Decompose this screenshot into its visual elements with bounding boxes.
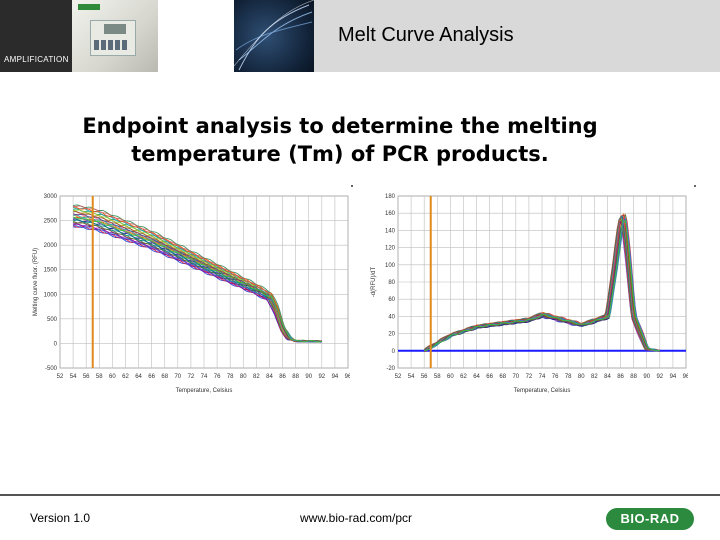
x-tick-label: 76	[552, 374, 559, 380]
bio-rad-logo: BIO-RAD	[606, 508, 694, 530]
y-axis-label: Melting curve fluor. (RFU)	[33, 248, 39, 316]
x-tick-label: 90	[643, 374, 650, 380]
x-tick-label: 86	[279, 374, 286, 380]
footer-divider	[0, 494, 720, 496]
y-tick-label: 180	[385, 194, 396, 200]
x-tick-label: 92	[656, 374, 663, 380]
y-tick-label: 500	[47, 317, 58, 323]
series-line	[73, 205, 322, 343]
x-tick-label: 52	[395, 374, 402, 380]
x-tick-label: 94	[332, 374, 339, 380]
x-tick-label: 88	[630, 374, 637, 380]
header-banner: Melt Curve Analysis AMPLIFICATION	[0, 0, 720, 72]
y-tick-label: 0	[392, 349, 396, 355]
waves-photo	[234, 0, 314, 72]
x-axis-label: Temperature, Celsius	[176, 388, 233, 394]
series-line	[73, 209, 322, 343]
footer-url: www.bio-rad.com/pcr	[300, 511, 413, 525]
y-tick-label: 140	[385, 228, 396, 234]
y-tick-label: 1000	[44, 292, 58, 298]
y-axis-label: -d(RFU)/dT	[371, 267, 377, 298]
x-tick-label: 96	[345, 374, 350, 380]
version-label: Version 1.0	[30, 511, 91, 525]
y-tick-label: 60	[388, 297, 395, 303]
x-tick-label: 58	[434, 374, 441, 380]
x-tick-label: 78	[565, 374, 572, 380]
series-line	[73, 216, 322, 343]
y-tick-label: 0	[54, 341, 58, 347]
subtitle-line-2: temperature (Tm) of PCR products.	[131, 142, 549, 166]
decor-dot	[694, 185, 696, 187]
header-title-band	[314, 0, 720, 72]
x-tick-label: 84	[266, 374, 273, 380]
page-title: Melt Curve Analysis	[338, 24, 514, 46]
x-tick-label: 52	[57, 374, 64, 380]
x-axis-label: Temperature, Celsius	[514, 388, 571, 394]
x-tick-label: 82	[253, 374, 260, 380]
y-tick-label: 2000	[44, 243, 58, 249]
x-tick-label: 96	[683, 374, 688, 380]
x-tick-label: 72	[188, 374, 195, 380]
x-tick-label: 66	[148, 374, 155, 380]
slide-subtitle: Endpoint analysis to determine the melti…	[60, 112, 620, 168]
x-tick-label: 92	[318, 374, 325, 380]
x-tick-label: 74	[201, 374, 208, 380]
x-tick-label: 80	[240, 374, 247, 380]
y-tick-label: 3000	[44, 194, 58, 200]
y-tick-label: 2500	[44, 219, 58, 225]
subtitle-line-1: Endpoint analysis to determine the melti…	[82, 114, 598, 138]
series-line	[424, 225, 660, 352]
x-tick-label: 72	[526, 374, 533, 380]
decor-dot	[351, 185, 353, 187]
x-tick-label: 88	[292, 374, 299, 380]
y-tick-label: 40	[388, 314, 395, 320]
header-dark-block	[0, 0, 72, 72]
x-tick-label: 70	[512, 374, 519, 380]
y-tick-label: -500	[45, 366, 58, 372]
melt-curve-chart: 52 54 56 58 60 62 64 66 68 70 72 74 76 78 80 82 84 86 88 90…	[33, 194, 350, 394]
x-tick-label: 90	[305, 374, 312, 380]
x-tick-label: 94	[670, 374, 677, 380]
melt-peak-chart: 52 54 56 58 60 62 64 66 68 70 72 74 76 78 80 82 84 86 88 90…	[371, 194, 688, 394]
x-tick-label: 84	[604, 374, 611, 380]
y-tick-label: -20	[386, 366, 395, 372]
y-tick-label: 1500	[44, 268, 58, 274]
x-tick-label: 58	[96, 374, 103, 380]
series-line	[72, 204, 322, 343]
x-tick-label: 76	[214, 374, 221, 380]
x-tick-label: 86	[617, 374, 624, 380]
x-tick-label: 68	[499, 374, 506, 380]
series-line	[424, 219, 660, 352]
x-tick-label: 70	[174, 374, 181, 380]
header-gap	[158, 0, 230, 72]
y-tick-label: 100	[385, 263, 396, 269]
x-tick-label: 56	[421, 374, 428, 380]
x-tick-label: 62	[460, 374, 467, 380]
x-tick-label: 68	[161, 374, 168, 380]
x-tick-label: 66	[486, 374, 493, 380]
series-line	[73, 211, 322, 343]
section-label: AMPLIFICATION	[4, 55, 69, 64]
x-tick-label: 54	[70, 374, 77, 380]
x-tick-label: 54	[408, 374, 415, 380]
y-tick-label: 120	[385, 246, 396, 252]
x-tick-label: 82	[591, 374, 598, 380]
x-tick-label: 60	[447, 374, 454, 380]
x-tick-label: 64	[473, 374, 480, 380]
x-tick-label: 74	[539, 374, 546, 380]
y-tick-label: 20	[388, 332, 395, 338]
y-tick-label: 80	[388, 280, 395, 286]
x-tick-label: 78	[227, 374, 234, 380]
y-tick-label: 160	[385, 211, 396, 217]
x-tick-label: 80	[578, 374, 585, 380]
x-tick-label: 60	[109, 374, 116, 380]
x-tick-label: 62	[122, 374, 129, 380]
instrument-photo	[72, 0, 158, 72]
x-tick-label: 56	[83, 374, 90, 380]
x-tick-label: 64	[135, 374, 142, 380]
